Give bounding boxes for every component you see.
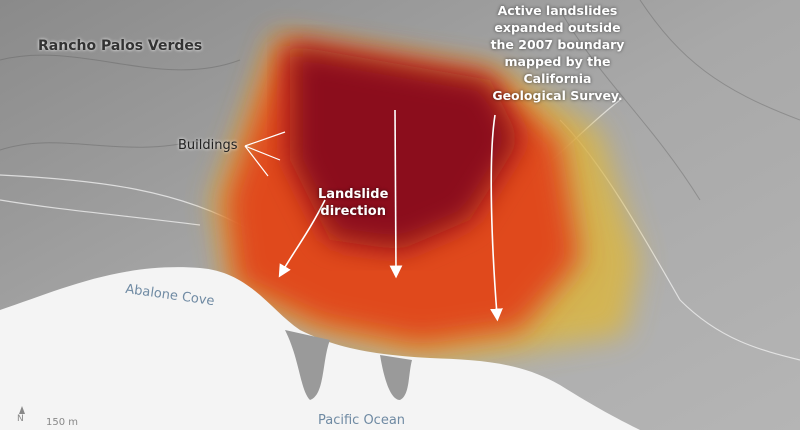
direction-label-line: Landslide: [318, 187, 389, 202]
annotation-line: Active landslides: [497, 3, 618, 18]
annotation-line: California: [523, 71, 592, 86]
place-label: Rancho Palos Verdes: [38, 38, 203, 54]
north-arrow-icon: [19, 406, 25, 414]
annotation-line: Geological Survey.: [492, 88, 623, 103]
direction-arrows: [278, 109, 503, 322]
buildings-label: Buildings: [178, 138, 238, 153]
direction-arrow: [490, 114, 503, 322]
annotation-line: the 2007 boundary: [490, 37, 625, 52]
direction-arrow: [389, 109, 403, 279]
north-label: N: [17, 414, 24, 424]
scale-bar: [19, 406, 25, 414]
headlands: [285, 330, 412, 400]
direction-label-line: direction: [320, 204, 386, 219]
landslide-heatmap: [212, 35, 640, 362]
annotation-label: Active landslides expanded outside the 2…: [490, 2, 625, 104]
scale-label: 150 m: [46, 417, 79, 428]
direction-arrow: [278, 199, 326, 278]
direction-label: Landslide direction: [318, 186, 388, 220]
terrain-ridges: [0, 0, 800, 201]
annotation-line: mapped by the: [504, 54, 611, 69]
buildings-leaders: [244, 131, 286, 177]
ocean-label: Pacific Ocean: [318, 413, 406, 428]
annotation-line: expanded outside: [494, 20, 621, 35]
